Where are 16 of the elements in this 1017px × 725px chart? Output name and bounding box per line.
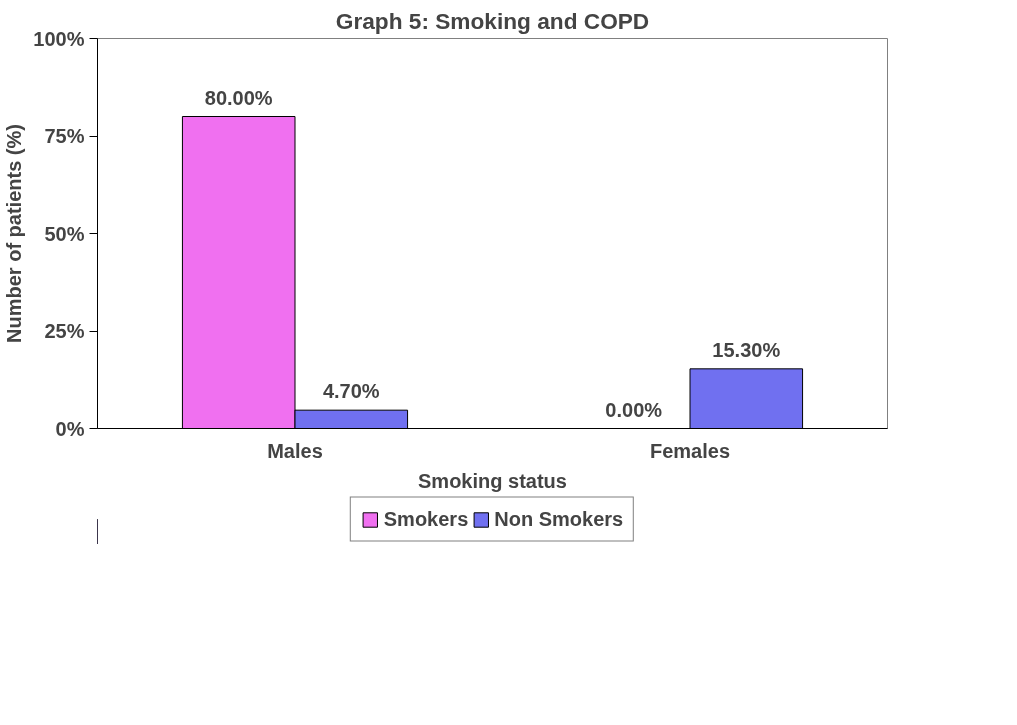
legend-label: Non Smokers [494,507,624,531]
data-label: 4.70% [322,380,380,403]
x-tick-label: Males [267,439,323,462]
y-tick-label: 0% [55,417,85,440]
y-tick-label: 75% [44,125,85,147]
y-tick-label: 50% [44,222,85,245]
y-tick-label: 100% [33,27,85,50]
x-axis-title: Smoking status [418,469,567,492]
data-label: 15.30% [712,338,781,361]
x-tick-label: Females [649,439,731,462]
legend-label: Smokers [383,507,469,531]
chart-title: Graph 5: Smoking and COPD [335,7,650,34]
y-axis-title: Number of patients (%) [3,124,26,343]
data-label: 80.00% [204,86,273,109]
data-label: 0.00% [605,398,663,421]
y-tick-label: 25% [44,320,85,342]
